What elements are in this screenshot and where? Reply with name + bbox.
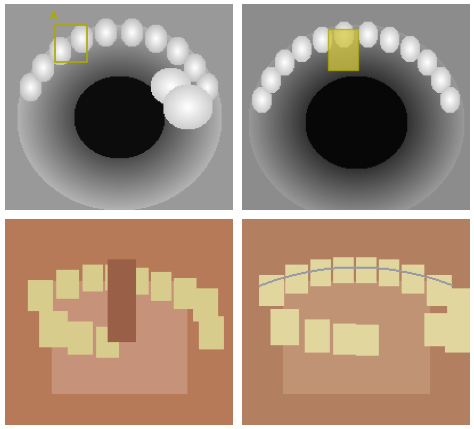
Bar	[328, 29, 358, 70]
Bar	[55, 25, 87, 62]
Text: A: A	[50, 11, 58, 21]
